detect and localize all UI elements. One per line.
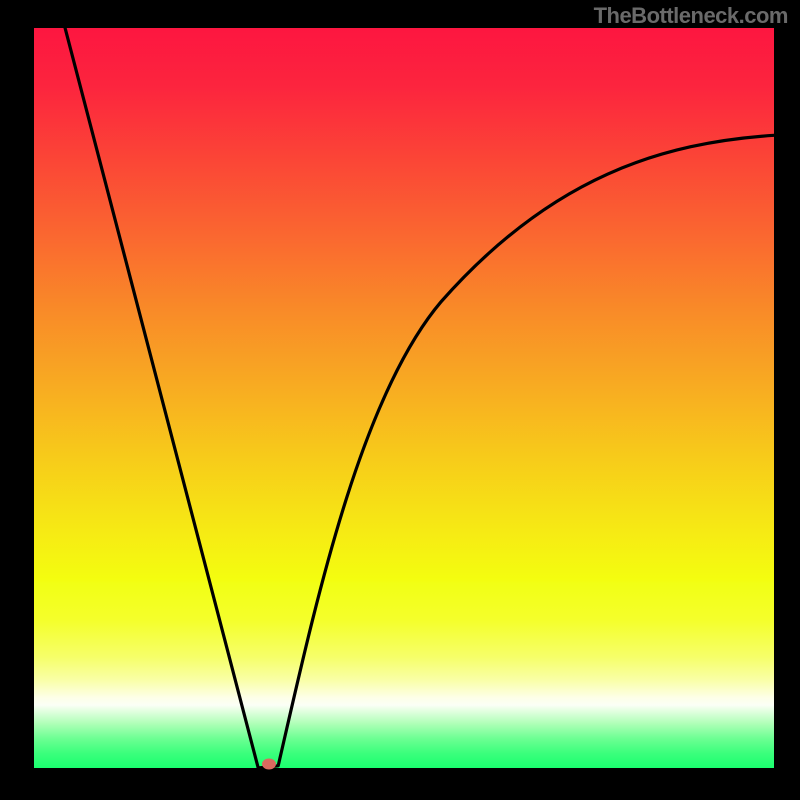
- plot-area: [34, 28, 774, 768]
- bottleneck-curve: [65, 28, 774, 768]
- curve-svg: [34, 28, 774, 768]
- optimal-point-marker: [262, 758, 276, 769]
- watermark-text: TheBottleneck.com: [594, 3, 788, 29]
- chart-container: TheBottleneck.com: [0, 0, 800, 800]
